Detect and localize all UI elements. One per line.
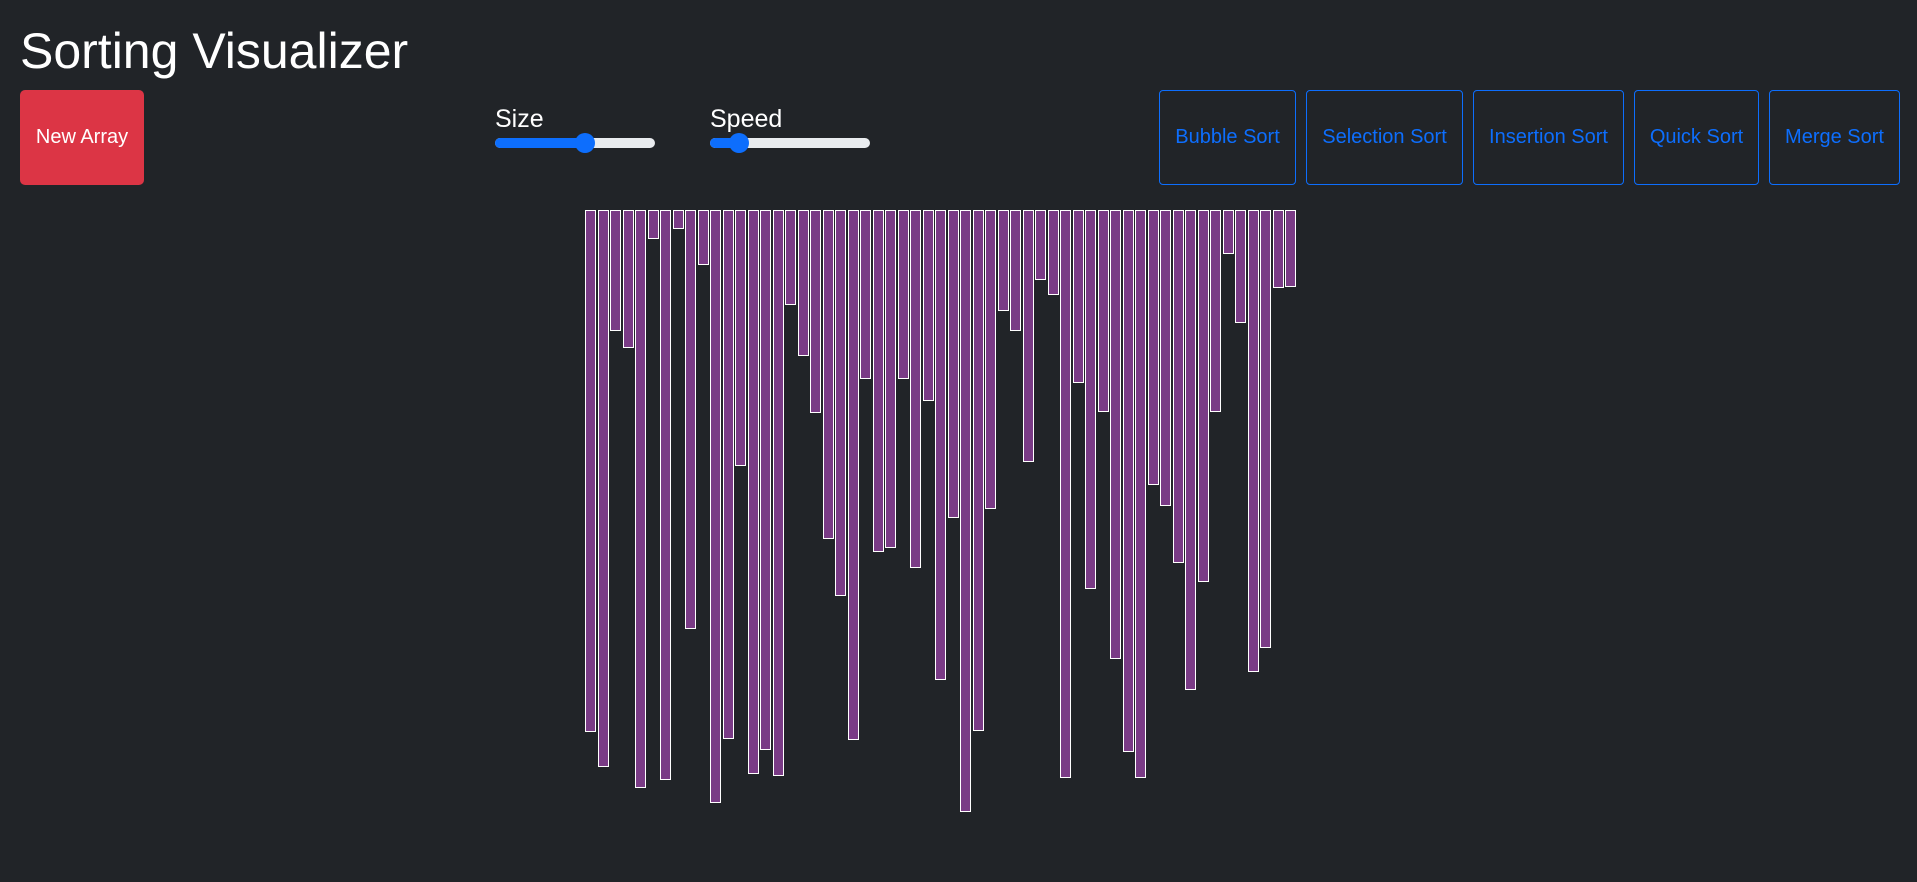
array-bar <box>647 210 659 239</box>
array-bar <box>1210 210 1221 412</box>
array-bar <box>760 210 771 750</box>
quick-sort-button[interactable]: Quick Sort <box>1634 90 1759 185</box>
array-bar <box>1135 210 1146 778</box>
array-bar <box>597 210 609 767</box>
size-slider-fill <box>495 138 585 148</box>
array-bar <box>885 210 896 548</box>
size-slider[interactable] <box>495 133 655 153</box>
array-bar <box>997 210 1009 311</box>
bubble-sort-button[interactable]: Bubble Sort <box>1159 90 1296 185</box>
array-bar <box>1022 210 1034 462</box>
array-bar <box>1260 210 1271 648</box>
array-bars <box>585 210 1335 830</box>
array-bar <box>685 210 696 629</box>
speed-slider-fill <box>710 138 739 148</box>
array-bar <box>1035 210 1046 280</box>
array-bar <box>1047 210 1059 295</box>
array-bar <box>1172 210 1184 563</box>
array-bar <box>960 210 971 812</box>
merge-sort-button[interactable]: Merge Sort <box>1769 90 1900 185</box>
array-bar <box>710 210 721 803</box>
array-bar <box>1010 210 1021 331</box>
array-bar <box>1160 210 1171 506</box>
speed-slider[interactable] <box>710 133 870 153</box>
array-bar <box>1060 210 1071 778</box>
array-bar <box>810 210 821 413</box>
speed-label: Speed <box>710 105 783 133</box>
array-bar <box>1147 210 1159 485</box>
array-bar <box>1097 210 1109 412</box>
array-bar <box>635 210 646 788</box>
array-bar <box>735 210 746 466</box>
insertion-sort-button[interactable]: Insertion Sort <box>1473 90 1624 185</box>
array-bar <box>897 210 909 379</box>
array-bar <box>872 210 884 552</box>
array-bar <box>935 210 946 680</box>
array-bar <box>747 210 759 774</box>
sort-button-group: Bubble Sort Selection Sort Insertion Sor… <box>1159 90 1900 185</box>
array-bar <box>835 210 846 596</box>
array-bar <box>1235 210 1246 323</box>
array-bar <box>1122 210 1134 752</box>
array-bar <box>922 210 934 401</box>
array-bar <box>672 210 684 229</box>
array-bar <box>1272 210 1284 288</box>
page-title: Sorting Visualizer <box>20 23 409 79</box>
array-bar <box>860 210 871 379</box>
array-bar <box>972 210 984 731</box>
size-label: Size <box>495 105 544 133</box>
array-bar <box>1110 210 1121 659</box>
array-bar <box>722 210 734 739</box>
array-bar <box>585 210 596 732</box>
array-bar <box>910 210 921 568</box>
array-bar <box>1185 210 1196 690</box>
array-bar <box>772 210 784 776</box>
array-bar <box>1085 210 1096 589</box>
array-bar <box>1285 210 1296 287</box>
selection-sort-button[interactable]: Selection Sort <box>1306 90 1463 185</box>
array-bar <box>1222 210 1234 254</box>
array-bar <box>822 210 834 539</box>
array-bar <box>947 210 959 518</box>
array-bar <box>985 210 996 509</box>
array-bar <box>1247 210 1259 672</box>
speed-control: Speed <box>710 104 870 153</box>
size-slider-thumb[interactable] <box>574 133 595 153</box>
array-bar <box>622 210 634 348</box>
array-bar <box>785 210 796 305</box>
array-bar <box>797 210 809 356</box>
array-bar <box>1072 210 1084 383</box>
speed-slider-thumb[interactable] <box>728 133 749 153</box>
array-bar <box>847 210 859 740</box>
new-array-button[interactable]: New Array <box>20 90 144 185</box>
array-bar <box>697 210 709 265</box>
array-bar <box>610 210 621 331</box>
array-bar <box>660 210 671 780</box>
size-control: Size <box>495 104 655 153</box>
array-bar <box>1197 210 1209 582</box>
